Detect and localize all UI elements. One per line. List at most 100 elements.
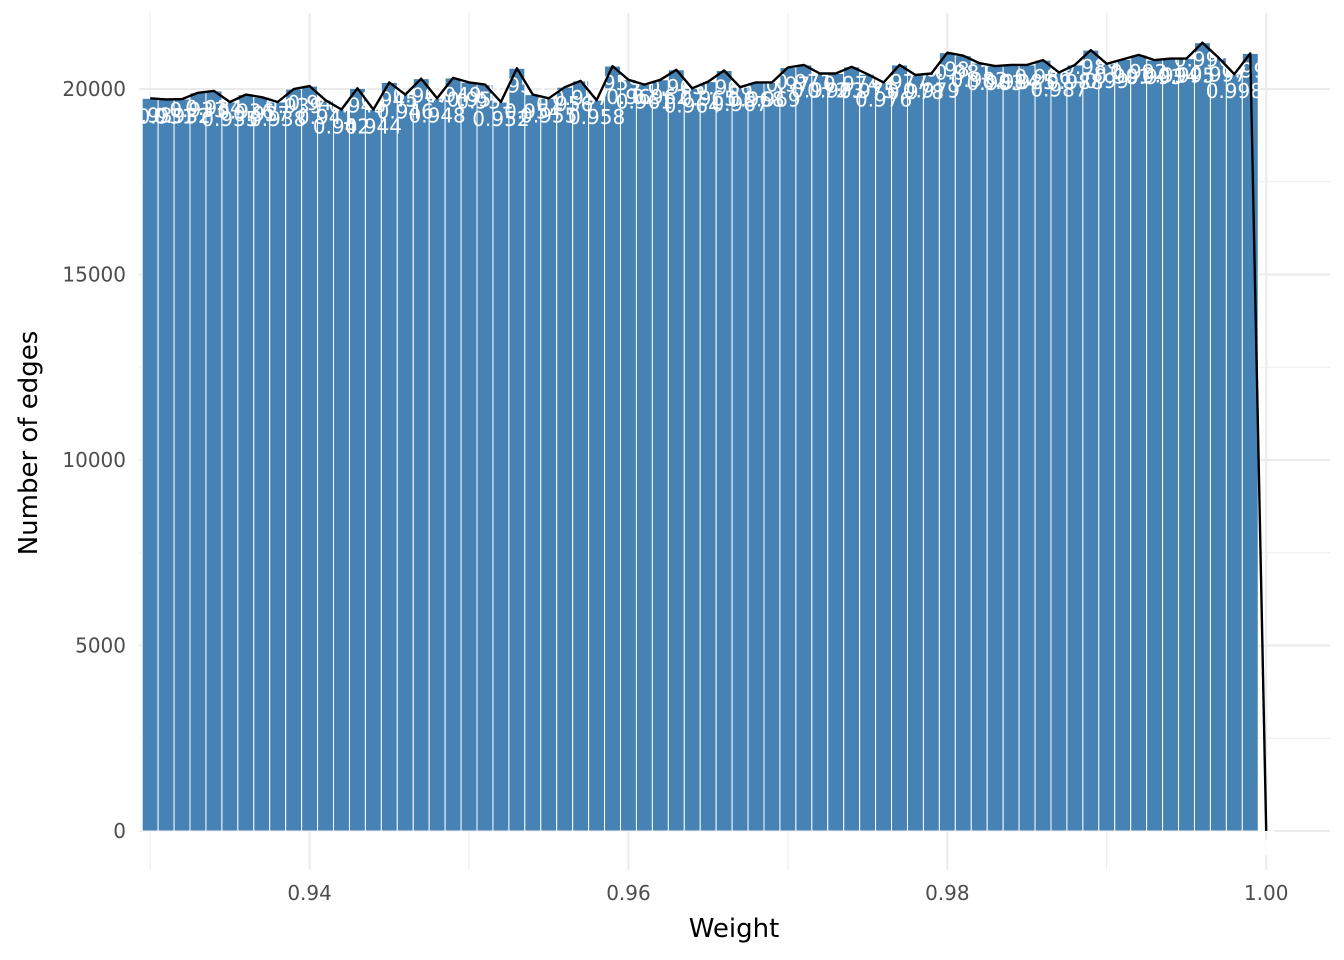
bar-value-label: 0.979 — [903, 78, 960, 102]
bar-value-label: 0.997 — [1190, 63, 1247, 87]
histogram-bar — [1018, 64, 1036, 832]
bar-value-label: 0.965 — [680, 87, 737, 111]
histogram-bar — [1193, 42, 1211, 832]
histogram-bar — [811, 72, 829, 832]
histogram-bar — [572, 80, 590, 832]
histogram-bar — [747, 81, 765, 832]
histogram-bar — [970, 62, 988, 832]
histogram-bar — [173, 98, 191, 832]
histogram-bar — [396, 94, 414, 832]
histogram-bar — [635, 84, 653, 832]
y-tick-label: 10000 — [62, 448, 126, 472]
histogram-bar — [285, 88, 303, 832]
histogram-bar — [524, 94, 542, 832]
histogram-bar — [364, 108, 382, 832]
histogram-bar — [1146, 59, 1164, 832]
bar-value-label: 0.939 — [265, 94, 322, 118]
bar-value-label: 0.959 — [584, 71, 641, 95]
bar-value-label: 0.962 — [632, 85, 689, 109]
histogram-bar — [667, 69, 685, 832]
histogram-bar — [1082, 49, 1100, 832]
histogram-bar — [492, 101, 510, 832]
histogram-bar — [141, 97, 159, 832]
histogram-bar — [604, 65, 622, 832]
histogram-bar — [237, 94, 255, 832]
bar-value-label: 0.96 — [606, 85, 651, 109]
bar-value-label: 0.946 — [377, 100, 434, 124]
histogram-bar — [348, 87, 366, 832]
histogram-bars — [141, 42, 1275, 833]
bar-value-label: 0.99 — [1085, 69, 1130, 93]
histogram-bar — [317, 99, 335, 832]
histogram-bar — [476, 84, 494, 832]
bar-value-label: 0.955 — [520, 103, 577, 127]
bar-value-label: 0.978 — [887, 80, 944, 104]
bar-value-label: 0.98 — [925, 58, 970, 82]
histogram-bar — [301, 85, 319, 832]
bar-value-label: 0.986 — [1014, 65, 1071, 89]
bar-value-label: 0.961 — [616, 90, 673, 114]
histogram-bar — [827, 72, 845, 832]
histogram-bar — [380, 81, 398, 832]
bar-value-label: 0.938 — [249, 107, 306, 131]
histogram-bar — [1114, 58, 1132, 832]
bar-value-label: 0.991 — [1094, 64, 1151, 88]
histogram-bar — [269, 101, 287, 832]
histogram-bar — [333, 108, 350, 832]
histogram-bar — [1241, 52, 1259, 832]
histogram-bar — [1034, 59, 1052, 832]
histogram-bar — [986, 65, 1004, 832]
bar-value-label: 0.964 — [664, 93, 721, 117]
histogram-bar — [699, 81, 717, 832]
x-tick-label: 1.00 — [1244, 881, 1289, 905]
bar-value-label: 0.972 — [791, 78, 848, 102]
bar-value-label: 0.93 — [128, 103, 173, 127]
bar-value-label: 0.984 — [982, 70, 1039, 94]
histogram-bar — [795, 64, 813, 832]
bar-value-label: 0.935 — [201, 107, 258, 131]
bar-value-label: 0.958 — [568, 105, 625, 129]
bar-value-label: 0.973 — [807, 78, 864, 102]
histogram-bar — [556, 86, 574, 832]
bar-value-label: 0.95 — [447, 87, 492, 111]
histogram-bar — [731, 86, 749, 832]
bar-value-label: 0.942 — [313, 114, 370, 138]
bar-value-label: 0.931 — [137, 104, 194, 128]
histogram-bar — [205, 90, 223, 832]
histogram-bar — [1178, 58, 1195, 832]
bar-value-label: 0.995 — [1158, 64, 1215, 88]
histogram-bar — [1050, 71, 1068, 832]
histogram-bar — [412, 78, 430, 832]
bar-value-label: 0.932 — [153, 104, 210, 128]
histogram-bar — [922, 72, 940, 832]
bar-value-label: 0.985 — [998, 70, 1055, 94]
bar-value-label: 0.993 — [1126, 65, 1183, 89]
y-tick-label: 15000 — [62, 263, 126, 287]
histogram-bar — [1162, 58, 1180, 832]
bar-value-label: 0.937 — [233, 102, 290, 126]
y-tick-label: 5000 — [75, 634, 126, 658]
x-tick-label: 0.94 — [287, 881, 332, 905]
bar-value-label: 0.944 — [345, 114, 402, 138]
histogram-bar — [1257, 830, 1275, 833]
histogram-bar — [875, 81, 893, 832]
frequency-line — [150, 41, 1268, 832]
bar-value-label: 0.948 — [409, 103, 466, 127]
bar-value-label: 0.992 — [1110, 60, 1167, 84]
y-axis-title: Number of edges — [14, 331, 44, 556]
histogram-bar — [157, 98, 175, 832]
bar-value-label: 0.969 — [743, 87, 800, 111]
histogram-bar — [620, 79, 637, 832]
x-tick-label: 0.96 — [606, 881, 651, 905]
histogram-bar — [906, 74, 924, 832]
histogram-bar — [1225, 73, 1243, 832]
x-axis-title: Weight — [689, 914, 780, 944]
y-axis-ticks: 0 5000 10000 15000 20000 — [62, 77, 126, 843]
histogram-bar — [1209, 57, 1227, 832]
histogram-bar — [938, 52, 956, 832]
histogram-bar — [1002, 64, 1020, 832]
bar-value-label: 0.952 — [472, 107, 529, 131]
histogram-bar — [444, 77, 462, 832]
bar-value-label: 0.954 — [504, 100, 561, 124]
